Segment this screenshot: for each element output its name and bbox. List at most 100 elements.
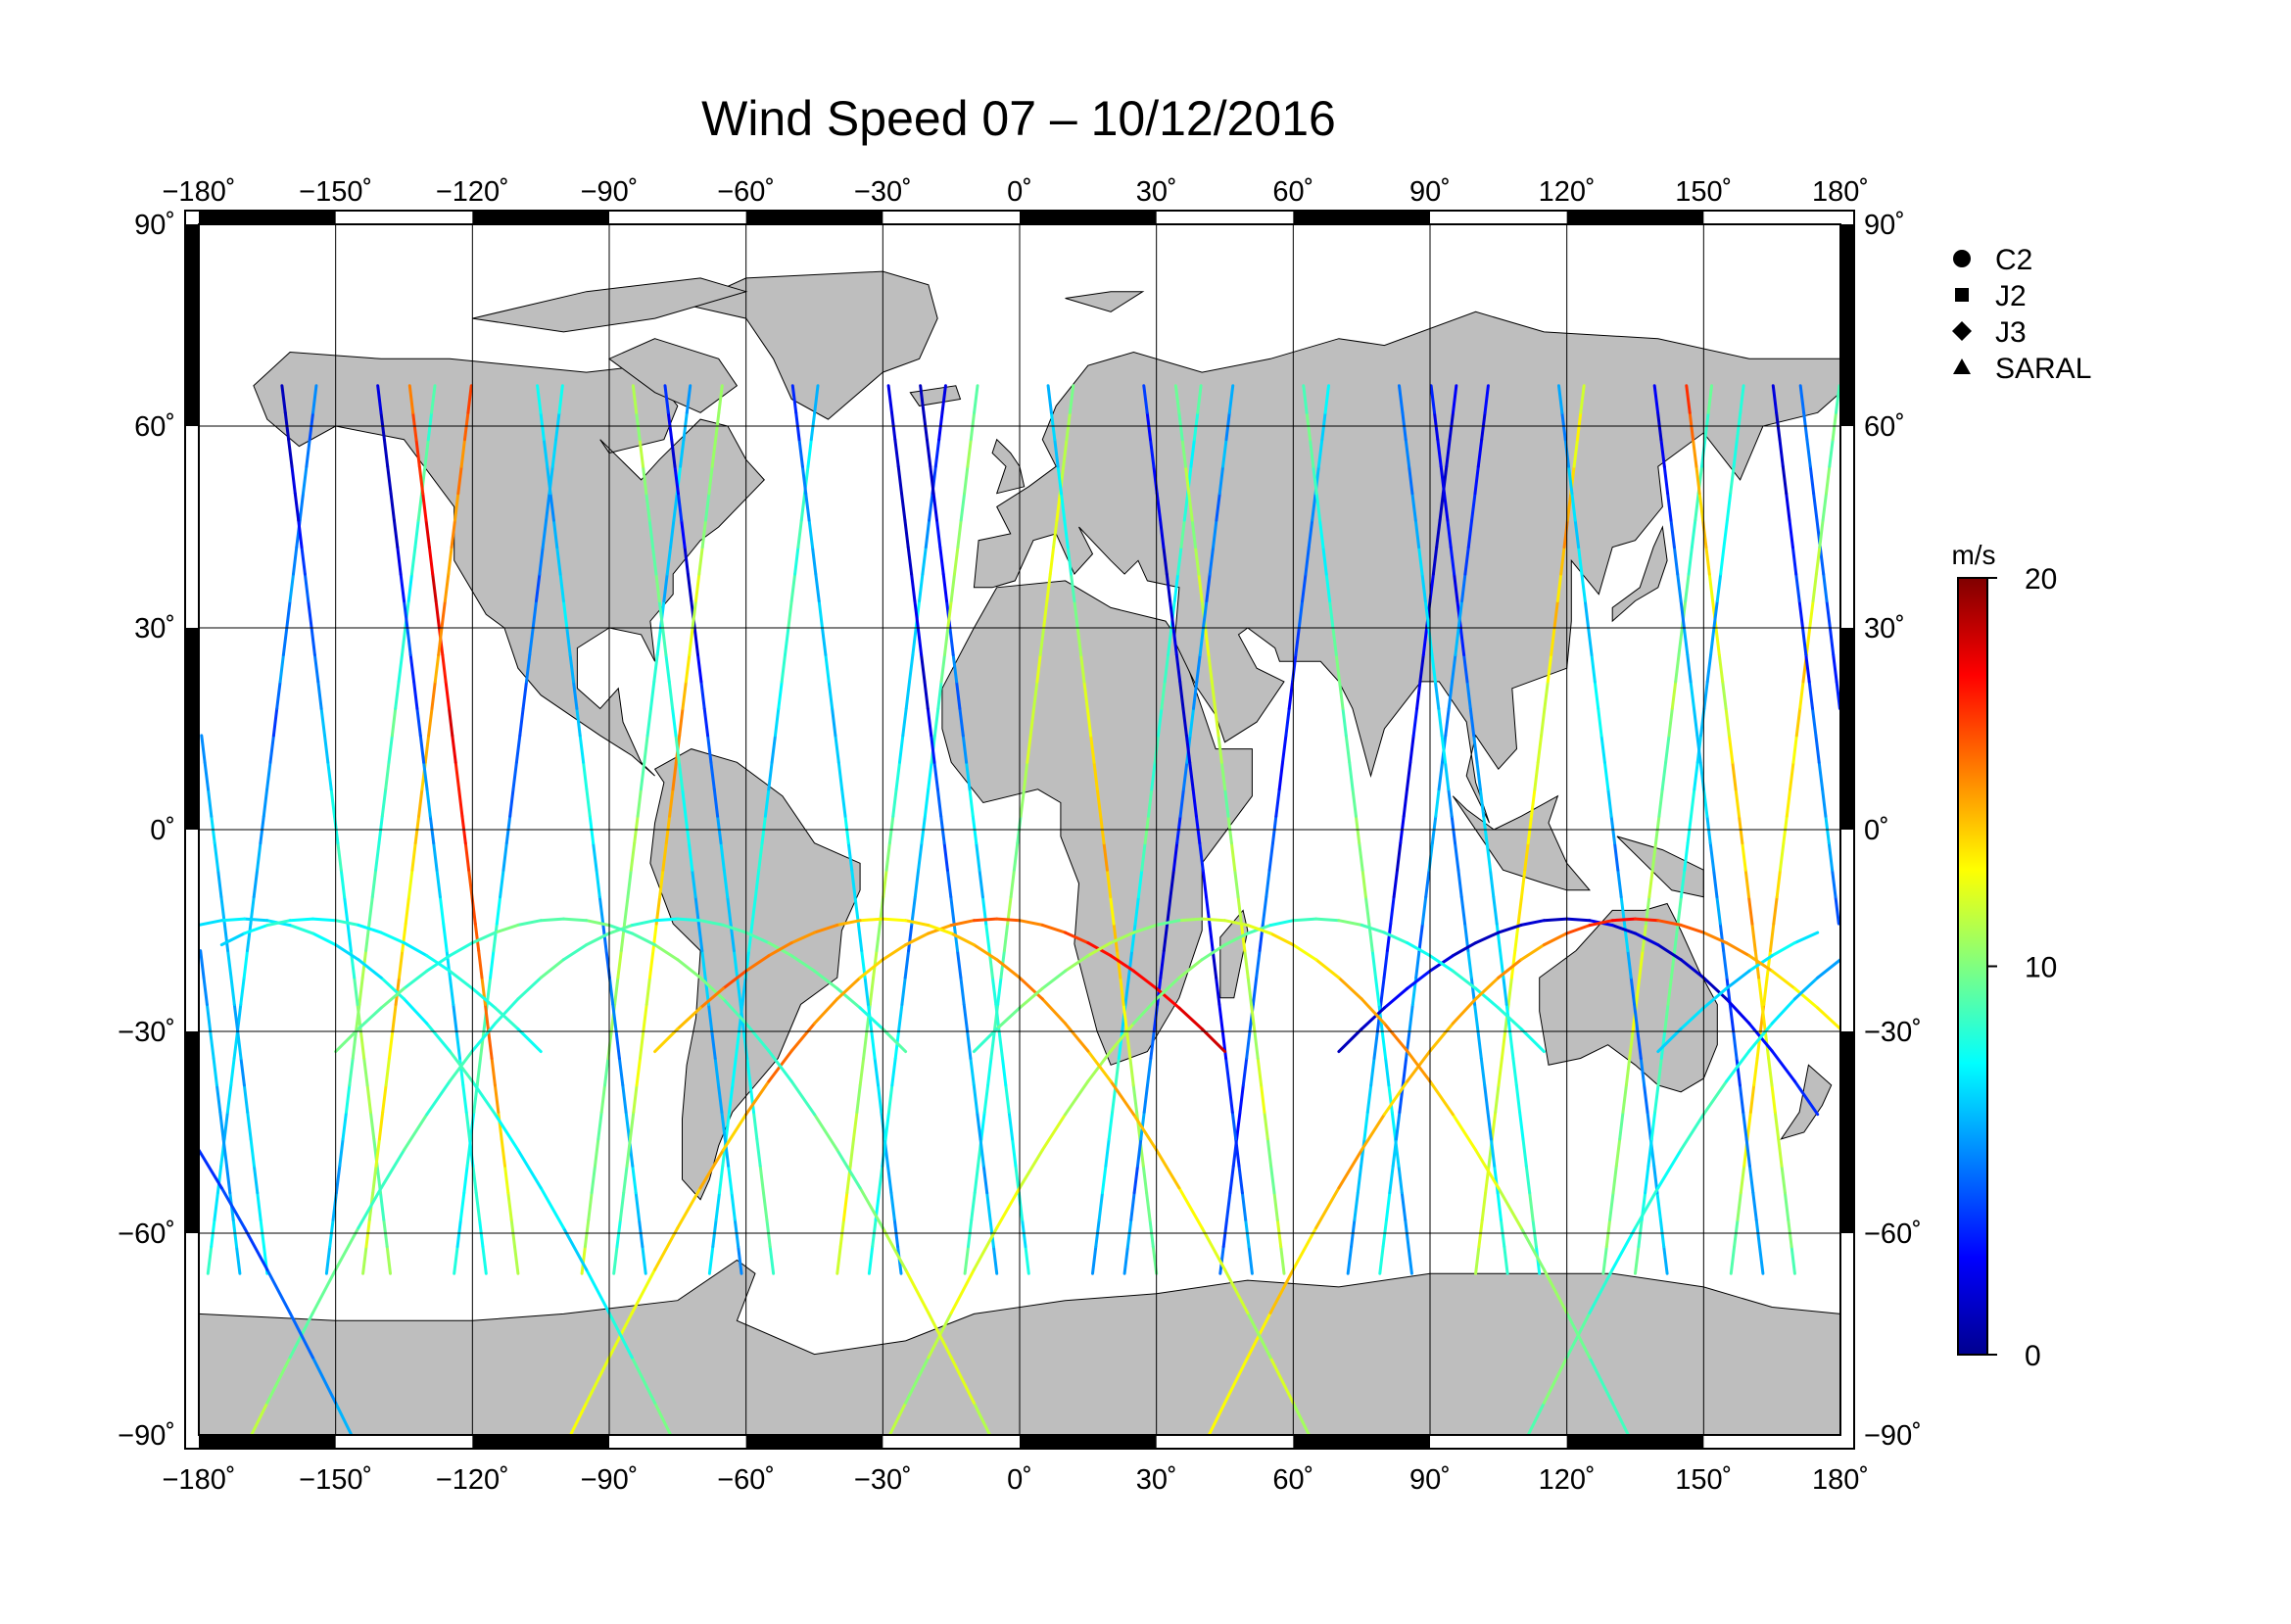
satellite-arc bbox=[972, 917, 1631, 1435]
track-segment bbox=[1506, 976, 1513, 1006]
track-segment bbox=[394, 680, 401, 710]
track-segment bbox=[807, 518, 814, 549]
track-segment bbox=[1483, 1083, 1490, 1114]
track-segment bbox=[1807, 680, 1814, 710]
track-segment bbox=[1119, 976, 1125, 1006]
track-segment bbox=[1822, 572, 1829, 602]
x-tick-label-top: 180˚ bbox=[1812, 176, 1869, 208]
track-segment bbox=[1440, 734, 1447, 764]
track-segment bbox=[403, 997, 429, 1026]
track-segment bbox=[1610, 924, 1637, 935]
track-segment bbox=[1114, 1057, 1121, 1087]
track-segment bbox=[1428, 1079, 1455, 1117]
track-segment bbox=[1188, 760, 1195, 791]
track-segment bbox=[243, 1226, 269, 1271]
legend-label: SARAL bbox=[1995, 353, 2091, 385]
track-segment bbox=[531, 599, 538, 630]
track-segment bbox=[427, 546, 435, 576]
track-segment bbox=[800, 464, 808, 496]
track-segment bbox=[753, 868, 761, 899]
track-segment bbox=[1533, 760, 1540, 791]
track-segment bbox=[1717, 653, 1725, 684]
track-segment bbox=[343, 895, 350, 926]
track-segment bbox=[470, 1079, 498, 1117]
track-segment bbox=[368, 1110, 376, 1141]
track-segment bbox=[1142, 1083, 1149, 1114]
track-segment bbox=[1247, 1245, 1254, 1275]
track-segment bbox=[391, 1003, 398, 1033]
track-segment bbox=[720, 1110, 727, 1141]
track-segment bbox=[1157, 706, 1164, 738]
track-segment bbox=[1316, 438, 1324, 468]
track-segment bbox=[1150, 760, 1157, 791]
track-segment bbox=[1519, 1226, 1546, 1271]
track-segment bbox=[1708, 841, 1716, 872]
track-segment bbox=[1149, 438, 1156, 468]
track-segment bbox=[1382, 1079, 1409, 1117]
x-axis-top: −180˚ −150˚ −120˚ −90˚ −60˚ −30˚ 0˚ 30˚ 60˚ 90˚ 12… bbox=[163, 176, 1870, 208]
track-segment bbox=[1659, 438, 1666, 468]
track-segment bbox=[1136, 868, 1144, 899]
track-segment bbox=[662, 572, 669, 602]
track-segment bbox=[862, 1029, 869, 1060]
track-segment bbox=[1662, 464, 1670, 496]
track-segment bbox=[1791, 734, 1798, 764]
track-segment bbox=[607, 924, 634, 935]
track-segment bbox=[630, 919, 657, 928]
track-segment bbox=[1690, 788, 1696, 818]
track-segment bbox=[696, 653, 703, 684]
track-segment bbox=[995, 917, 1022, 923]
track-segment bbox=[891, 788, 898, 818]
track-segment bbox=[514, 734, 522, 764]
track-segment bbox=[951, 653, 959, 684]
track-segment bbox=[1731, 760, 1738, 791]
track-segment bbox=[1788, 518, 1794, 549]
track-segment bbox=[1429, 384, 1436, 414]
track-segment bbox=[312, 653, 320, 684]
track-segment bbox=[1437, 760, 1444, 791]
svalbard-land bbox=[1065, 291, 1145, 312]
track-segment bbox=[1834, 895, 1840, 926]
track-segment bbox=[1082, 680, 1089, 710]
track-segment bbox=[1062, 438, 1069, 468]
track-segment bbox=[1160, 680, 1167, 710]
track-segment bbox=[1007, 1110, 1015, 1141]
track-segment bbox=[499, 868, 505, 899]
track-segment bbox=[1064, 954, 1090, 973]
track-segment bbox=[1798, 680, 1805, 710]
track-segment bbox=[606, 1029, 613, 1060]
track-segment bbox=[1413, 518, 1421, 549]
track-segment bbox=[422, 760, 429, 791]
track-segment bbox=[1301, 572, 1308, 602]
track-segment bbox=[1447, 788, 1454, 818]
track-segment bbox=[221, 1137, 228, 1168]
track-segment bbox=[717, 384, 724, 414]
track-segment bbox=[1004, 1083, 1011, 1114]
track-segment bbox=[636, 788, 643, 818]
track-segment bbox=[777, 680, 784, 710]
track-segment bbox=[1155, 492, 1163, 522]
track-segment bbox=[1725, 941, 1751, 958]
track-segment bbox=[1400, 1191, 1408, 1221]
track-segment bbox=[700, 518, 707, 549]
track-segment bbox=[1177, 1186, 1204, 1230]
x-tick-label-bottom: −150˚ bbox=[299, 1464, 372, 1496]
track-segment bbox=[1272, 1191, 1279, 1221]
track-segment bbox=[1382, 1022, 1409, 1053]
track-segment bbox=[361, 1245, 368, 1275]
track-segment bbox=[1181, 706, 1188, 738]
track-segment bbox=[546, 464, 552, 496]
track-segment bbox=[850, 868, 857, 899]
track-segment bbox=[1360, 868, 1367, 899]
track-segment bbox=[1291, 1226, 1318, 1271]
track-segment bbox=[403, 599, 409, 630]
track-segment bbox=[1279, 1245, 1286, 1275]
track-segment bbox=[1323, 384, 1330, 414]
track-segment bbox=[497, 1110, 503, 1141]
track-segment bbox=[280, 384, 287, 414]
track-segment bbox=[680, 518, 687, 549]
track-segment bbox=[338, 1137, 345, 1168]
track-segment bbox=[536, 384, 543, 414]
track-segment bbox=[1398, 384, 1405, 414]
track-segment bbox=[1123, 976, 1130, 1006]
